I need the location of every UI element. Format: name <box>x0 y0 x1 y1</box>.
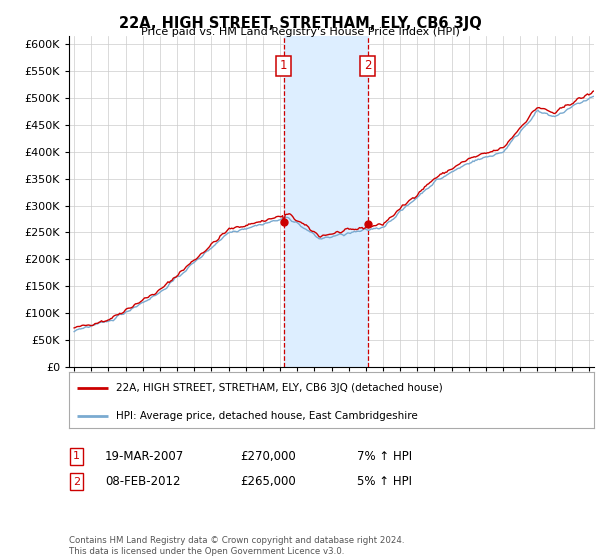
Text: 2: 2 <box>364 59 371 72</box>
Text: 7% ↑ HPI: 7% ↑ HPI <box>357 450 412 463</box>
Text: 22A, HIGH STREET, STRETHAM, ELY, CB6 3JQ (detached house): 22A, HIGH STREET, STRETHAM, ELY, CB6 3JQ… <box>116 382 443 393</box>
Text: 1: 1 <box>280 59 287 72</box>
Text: 22A, HIGH STREET, STRETHAM, ELY, CB6 3JQ: 22A, HIGH STREET, STRETHAM, ELY, CB6 3JQ <box>119 16 481 31</box>
Text: 5% ↑ HPI: 5% ↑ HPI <box>357 475 412 488</box>
Bar <box>284 36 368 367</box>
Text: 08-FEB-2012: 08-FEB-2012 <box>105 475 181 488</box>
Text: £265,000: £265,000 <box>240 475 296 488</box>
Text: 1: 1 <box>73 451 80 461</box>
Text: Contains HM Land Registry data © Crown copyright and database right 2024.
This d: Contains HM Land Registry data © Crown c… <box>69 536 404 556</box>
Text: HPI: Average price, detached house, East Cambridgeshire: HPI: Average price, detached house, East… <box>116 411 418 421</box>
Text: 2: 2 <box>73 477 80 487</box>
Text: Price paid vs. HM Land Registry's House Price Index (HPI): Price paid vs. HM Land Registry's House … <box>140 27 460 38</box>
Text: £270,000: £270,000 <box>240 450 296 463</box>
Text: 19-MAR-2007: 19-MAR-2007 <box>105 450 184 463</box>
